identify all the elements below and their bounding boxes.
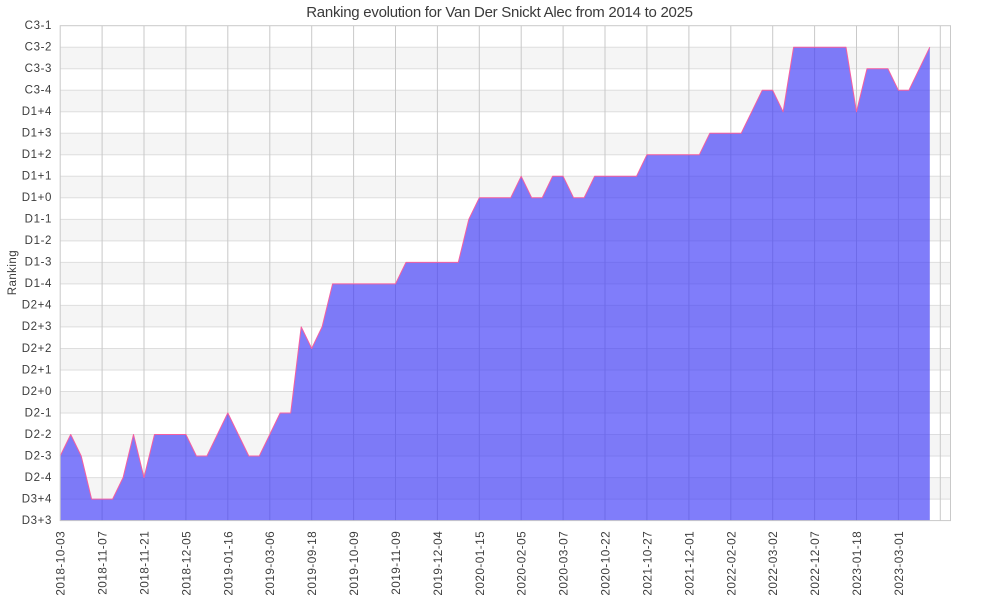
svg-text:D1-1: D1-1 — [25, 214, 52, 226]
svg-text:2021-10-27: 2021-10-27 — [640, 531, 654, 596]
svg-text:C3-4: C3-4 — [25, 85, 52, 97]
svg-text:Ranking evolution for Van Der: Ranking evolution for Van Der Snickt Ale… — [306, 4, 693, 21]
svg-text:D2+2: D2+2 — [22, 343, 52, 355]
svg-text:2018-11-21: 2018-11-21 — [138, 531, 152, 595]
svg-text:2022-03-02: 2022-03-02 — [766, 531, 780, 596]
svg-text:D1+0: D1+0 — [22, 192, 52, 204]
svg-text:2018-11-07: 2018-11-07 — [96, 531, 110, 595]
svg-text:D2-2: D2-2 — [25, 429, 52, 441]
svg-text:2019-03-06: 2019-03-06 — [263, 531, 277, 596]
svg-text:2019-01-16: 2019-01-16 — [221, 531, 235, 596]
svg-text:D2+4: D2+4 — [22, 300, 52, 312]
svg-text:D1-4: D1-4 — [25, 278, 52, 290]
svg-text:2020-10-22: 2020-10-22 — [599, 531, 613, 596]
svg-text:D1+4: D1+4 — [22, 106, 52, 118]
svg-text:2018-10-03: 2018-10-03 — [54, 531, 68, 596]
svg-text:D1+2: D1+2 — [22, 149, 52, 161]
svg-text:2021-12-01: 2021-12-01 — [682, 531, 696, 596]
svg-text:D1+3: D1+3 — [22, 128, 52, 140]
svg-text:C3-2: C3-2 — [25, 42, 52, 54]
svg-text:2019-11-09: 2019-11-09 — [389, 531, 403, 595]
svg-text:2023-03-01: 2023-03-01 — [892, 531, 906, 596]
svg-text:2022-12-07: 2022-12-07 — [808, 531, 822, 596]
svg-text:2019-12-04: 2019-12-04 — [431, 531, 445, 596]
svg-text:D3+3: D3+3 — [22, 515, 52, 527]
svg-text:D2-4: D2-4 — [25, 472, 52, 484]
svg-text:D1+1: D1+1 — [22, 171, 52, 183]
svg-text:D3+4: D3+4 — [22, 493, 52, 505]
svg-text:2019-10-09: 2019-10-09 — [347, 531, 361, 596]
svg-text:2020-02-05: 2020-02-05 — [515, 531, 529, 596]
svg-text:D2-1: D2-1 — [25, 407, 52, 419]
svg-text:D2-3: D2-3 — [25, 450, 52, 462]
svg-text:2020-03-07: 2020-03-07 — [557, 531, 571, 596]
svg-text:Ranking: Ranking — [7, 250, 19, 295]
svg-text:2018-12-05: 2018-12-05 — [179, 531, 193, 596]
svg-text:2023-01-18: 2023-01-18 — [850, 531, 864, 596]
svg-text:2022-02-02: 2022-02-02 — [724, 531, 738, 596]
svg-text:D1-2: D1-2 — [25, 235, 52, 247]
svg-text:2020-01-15: 2020-01-15 — [473, 531, 487, 596]
svg-text:2019-09-18: 2019-09-18 — [305, 531, 319, 596]
svg-text:D2+0: D2+0 — [22, 386, 52, 398]
svg-text:C3-1: C3-1 — [25, 20, 52, 32]
svg-text:D2+1: D2+1 — [22, 364, 52, 376]
svg-text:C3-3: C3-3 — [25, 63, 52, 75]
svg-text:D2+3: D2+3 — [22, 321, 52, 333]
svg-text:D1-3: D1-3 — [25, 257, 52, 269]
